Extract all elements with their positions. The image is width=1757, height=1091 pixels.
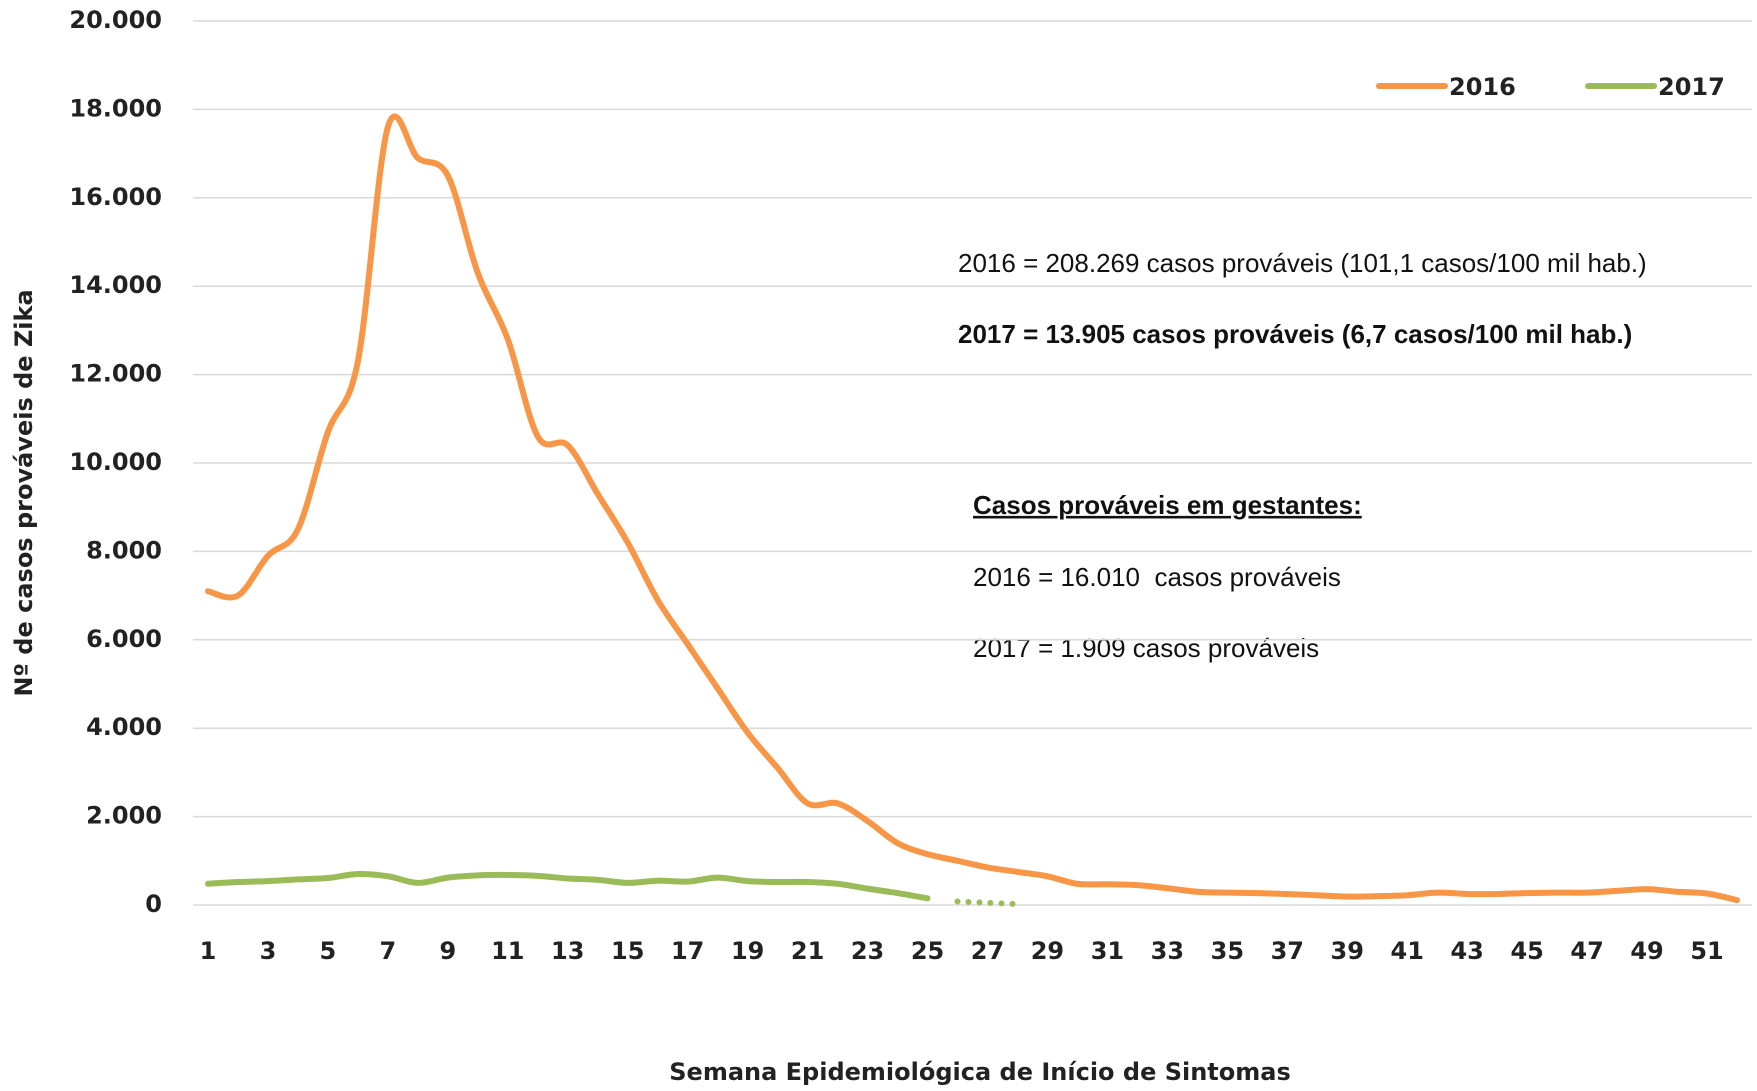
y-tick-label: 6.000 [86, 625, 162, 653]
x-tick-label: 31 [1091, 937, 1124, 965]
annotation: 2017 = 13.905 casos prováveis (6,7 casos… [958, 319, 1632, 349]
y-tick-label: 18.000 [69, 94, 162, 122]
y-tick-label: 0 [145, 890, 162, 918]
line [204, 871, 931, 902]
x-tick-label: 39 [1331, 937, 1364, 965]
x-tick-label: 37 [1271, 937, 1304, 965]
x-tick-label: 51 [1690, 937, 1723, 965]
x-tick-label: 29 [1031, 937, 1064, 965]
y-tick-label: 20.000 [69, 6, 162, 34]
x-tick-label: 33 [1151, 937, 1184, 965]
x-tick-label: 45 [1510, 937, 1543, 965]
x-tick-label: 49 [1630, 937, 1663, 965]
y-tick-label: 12.000 [69, 360, 162, 388]
x-tick-label: 41 [1391, 937, 1424, 965]
x-tick-label: 23 [851, 937, 884, 965]
x-tick-label: 11 [491, 937, 524, 965]
dotted-line [954, 898, 1021, 908]
x-tick-label: 35 [1211, 937, 1244, 965]
y-tick-label: 2.000 [86, 802, 162, 830]
y-axis-title: Nº de casos prováveis de Zika [10, 289, 38, 696]
x-axis-title: Semana Epidemiológica de Início de Sinto… [669, 1058, 1291, 1086]
annotation: 2016 = 16.010 casos prováveis [973, 562, 1341, 592]
x-tick-label: 7 [380, 937, 397, 965]
y-tick-label: 10.000 [69, 448, 162, 476]
x-tick-label: 5 [320, 937, 337, 965]
x-tick-label: 47 [1570, 937, 1603, 965]
x-tick-label: 25 [911, 937, 944, 965]
x-tick-label: 27 [971, 937, 1004, 965]
line [204, 113, 1741, 904]
x-tick-label: 13 [551, 937, 584, 965]
legend-label: 2016 [1449, 73, 1516, 101]
y-tick-label: 4.000 [86, 713, 162, 741]
x-tick-label: 17 [671, 937, 704, 965]
y-tick-label: 14.000 [69, 271, 162, 299]
x-tick-label: 9 [439, 937, 456, 965]
annotation: 2016 = 208.269 casos prováveis (101,1 ca… [958, 248, 1647, 278]
x-tick-label: 3 [260, 937, 277, 965]
y-tick-label: 8.000 [86, 536, 162, 564]
x-tick-label: 19 [731, 937, 764, 965]
y-tick-label: 16.000 [69, 183, 162, 211]
x-tick-label: 43 [1450, 937, 1483, 965]
legend-label: 2017 [1658, 73, 1725, 101]
annotation: 2017 = 1.909 casos prováveis [973, 633, 1319, 663]
x-tick-label: 21 [791, 937, 824, 965]
annotation: Casos prováveis em gestantes: [973, 490, 1362, 520]
x-tick-label: 1 [200, 937, 217, 965]
x-tick-label: 15 [611, 937, 644, 965]
